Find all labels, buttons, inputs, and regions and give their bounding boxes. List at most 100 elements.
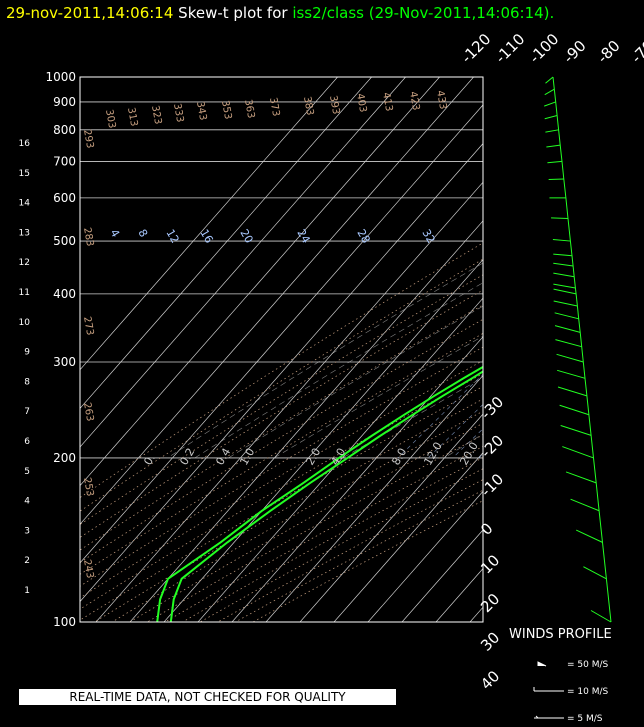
dry-adiabat-label: 273	[81, 316, 95, 337]
wind-barb	[544, 114, 558, 120]
dry-adiabat-label: 393	[327, 95, 341, 116]
dry-adiabat-443	[252, 500, 483, 622]
pressure-label: 400	[53, 287, 76, 301]
dry-adiabat-label: 263	[81, 402, 95, 423]
moist-adiabat-label: 12.0	[421, 440, 445, 468]
height-label: 7	[24, 407, 30, 417]
pressure-label: 1000	[45, 70, 76, 84]
dry-adiabat-label: 243	[81, 559, 95, 580]
dry-adiabat-343	[80, 386, 483, 621]
wind-legend-symbols	[533, 661, 564, 719]
wind-barb	[555, 339, 582, 348]
dry-adiabat-label: 323	[149, 105, 163, 126]
height-label: 13	[19, 228, 30, 238]
wind-profile-panel	[544, 76, 612, 623]
dry-adiabat-333	[80, 373, 483, 610]
wind-barb	[570, 498, 600, 512]
pressure-label: 300	[53, 355, 76, 369]
wind-barb	[553, 283, 576, 289]
wind-barb	[544, 101, 556, 107]
dry-adiabat-393	[164, 445, 483, 622]
wind-barb	[548, 178, 564, 180]
title-plot-label: Skew-t plot for	[178, 4, 288, 22]
wind-barb	[546, 144, 561, 148]
dry-adiabat-label: 293	[81, 129, 95, 150]
dry-adiabat-363	[111, 410, 483, 622]
dry-adiabat-303	[80, 332, 483, 575]
isotherm-top-label: -90	[560, 37, 590, 67]
mixing-ratio-line	[556, 77, 644, 458]
mixing-ratio-label: 8	[135, 227, 150, 240]
isotherm-right-label: -10	[477, 470, 507, 500]
wind-barb	[553, 272, 575, 278]
isotherm-30	[504, 77, 644, 622]
isotherm--120	[80, 77, 474, 525]
dry-adiabat-263	[80, 274, 483, 525]
isotherm-right-label: 20	[477, 590, 503, 616]
dry-adiabat-243	[80, 242, 483, 498]
mixing-ratio-line	[507, 77, 644, 458]
dry-adiabat-label: 363	[242, 99, 256, 120]
wind-barb	[551, 217, 569, 220]
isotherm-right-label: 30	[477, 628, 503, 654]
height-label: 2	[24, 556, 30, 566]
dry-adiabat-label: 333	[171, 103, 185, 124]
wind-barb	[575, 529, 603, 543]
pressure-label: 100	[53, 615, 76, 629]
wind-barb	[553, 253, 573, 257]
isotherm--70	[163, 258, 483, 622]
dewpoint-trace	[156, 365, 483, 622]
legend-label-10: = 10 M/S	[567, 687, 609, 697]
moist-adiabat-label: 0.	[141, 452, 158, 468]
wind-barb	[545, 76, 554, 84]
dry-adiabat-403	[182, 457, 483, 622]
title-datetime: 29-nov-2011,14:06:14	[6, 4, 174, 22]
title-period: .	[549, 4, 555, 22]
moist-adiabat	[274, 335, 483, 459]
height-label: 8	[24, 377, 30, 387]
wind-barb	[552, 239, 571, 242]
isotherm-40	[538, 77, 644, 622]
dry-adiabat-label: 413	[380, 92, 394, 113]
height-label: 11	[19, 288, 30, 298]
wind-barb	[583, 566, 607, 580]
moist-adiabat-label: 0.4	[213, 446, 233, 468]
isotherm-right-label: 40	[477, 667, 503, 693]
dry-adiabat-label: 373	[267, 97, 281, 118]
wind-barb	[560, 425, 592, 436]
isotherm--60	[197, 297, 483, 622]
pressure-label: 600	[53, 191, 76, 205]
wind-barb	[590, 610, 612, 623]
isotherm-top-label: -110	[492, 30, 529, 67]
legend-symbol-50	[537, 661, 547, 667]
pressure-label: 700	[53, 154, 76, 168]
isotherm-top-label: -70	[628, 37, 644, 67]
wind-barb	[553, 262, 574, 267]
isotherm-right-label: 0	[477, 519, 496, 538]
mixing-ratio-line	[452, 428, 483, 459]
moist-adiabat-label: 1.0	[237, 446, 257, 468]
isotherm-0	[401, 529, 483, 622]
height-label: 10	[19, 318, 31, 328]
isotherm--10	[367, 490, 483, 622]
chart-title: 29-nov-2011,14:06:14 Skew-t plot for iss…	[6, 3, 554, 23]
mixing-ratio-line	[525, 77, 644, 458]
mixing-ratio-label: 16	[197, 227, 215, 246]
plot-frame	[79, 76, 484, 623]
wind-barb	[556, 353, 584, 363]
isotherm--160	[80, 77, 338, 371]
isotherm-right-label: -20	[477, 431, 507, 461]
height-label: 9	[24, 348, 30, 358]
legend-label-50: = 50 M/S	[567, 660, 609, 670]
pressure-label: 800	[53, 123, 76, 137]
moist-adiabat-label: 8.0	[389, 446, 409, 468]
moist-adiabat	[533, 77, 644, 458]
dry-adiabat-273	[80, 289, 483, 538]
diagram-grid	[80, 77, 644, 622]
dry-adiabat-373	[129, 422, 483, 622]
isotherm-right-label: 10	[477, 551, 503, 577]
wind-staff	[552, 76, 612, 623]
dry-adiabat-label: 303	[103, 109, 117, 130]
isotherm--140	[80, 77, 406, 448]
